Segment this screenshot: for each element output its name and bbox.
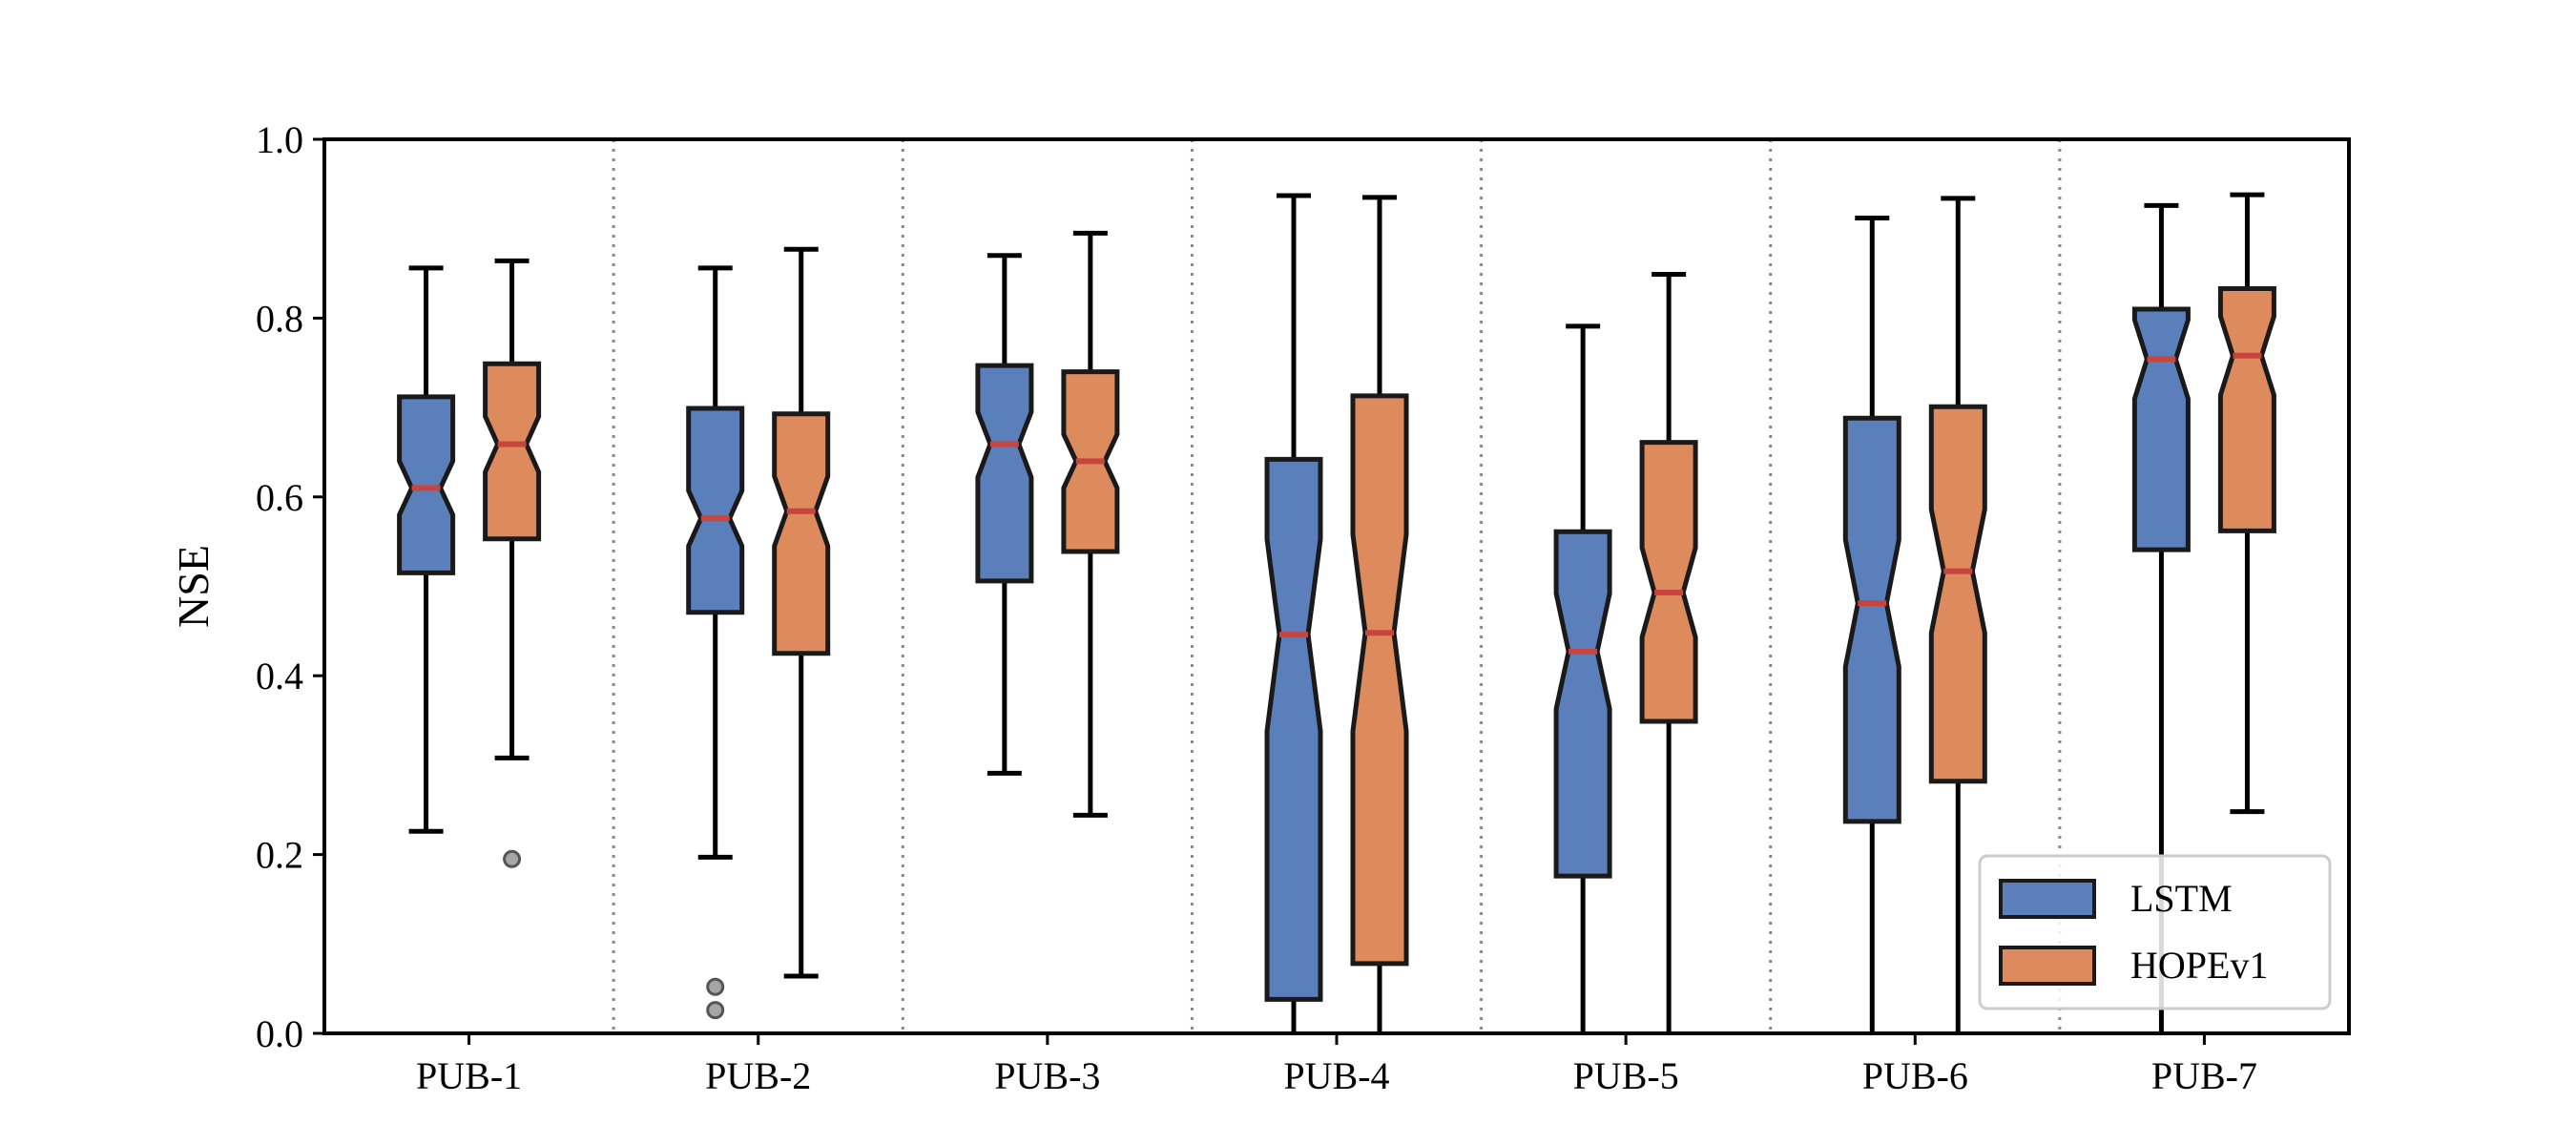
- box-hopev1-pub-3: [1061, 230, 1120, 818]
- notched-box: [397, 394, 456, 575]
- notched-box: [1553, 529, 1612, 879]
- y-tick-label: 0.2: [256, 834, 303, 877]
- legend-label-lstm: LSTM: [2130, 877, 2233, 920]
- y-tick-label: 1.0: [256, 118, 303, 161]
- x-tick-label: PUB-3: [994, 1054, 1100, 1097]
- box-hopev1-pub-2: [772, 246, 831, 979]
- x-axis: PUB-1 PUB-2 PUB-3 PUB-4 PUB-5 PUB-6 PUB-7: [416, 1033, 2257, 1097]
- notched-box: [1350, 393, 1409, 967]
- x-tick-label: PUB-1: [416, 1054, 522, 1097]
- outlier-point: [503, 849, 522, 868]
- box-lstm-pub-3: [975, 253, 1034, 776]
- notched-box: [483, 361, 542, 542]
- legend-swatch-hopev1: [1999, 946, 2096, 986]
- notched-box: [1842, 415, 1901, 824]
- notched-box: [772, 411, 831, 656]
- x-tick-label: PUB-4: [1283, 1054, 1389, 1097]
- category-separators: [612, 139, 2062, 1033]
- x-tick-label: PUB-2: [705, 1054, 811, 1097]
- x-tick-label: PUB-6: [1862, 1054, 1968, 1097]
- box-lstm-pub-1: [397, 265, 456, 834]
- box-lstm-pub-7: [2131, 202, 2191, 1033]
- x-tick-label: PUB-7: [2151, 1054, 2257, 1097]
- legend-label-hopev1: HOPEv1: [2130, 944, 2268, 987]
- box-lstm-pub-2: [686, 265, 745, 1020]
- x-tick-label: PUB-5: [1573, 1054, 1679, 1097]
- box-hopev1-pub-4: [1350, 195, 1409, 1033]
- legend: LSTM HOPEv1: [1978, 854, 2332, 1010]
- y-axis-label: NSE: [169, 545, 218, 628]
- notched-box: [975, 363, 1034, 584]
- notched-box: [2131, 306, 2191, 552]
- box-lstm-pub-6: [1842, 215, 1901, 1033]
- y-tick-label: 0.6: [256, 476, 303, 519]
- legend-swatch-lstm: [1999, 879, 2096, 919]
- notched-box: [1639, 440, 1698, 724]
- box-lstm-pub-4: [1264, 193, 1323, 1033]
- y-tick-label: 0.8: [256, 297, 303, 340]
- box-hopev1-pub-6: [1928, 196, 1987, 1033]
- y-axis: 0.0 0.2 0.4 0.6 0.8 1.0: [256, 118, 324, 1055]
- y-tick-label: 0.4: [256, 655, 303, 697]
- notched-box: [1928, 404, 1987, 784]
- box-hopev1-pub-1: [483, 258, 542, 868]
- notched-box: [1264, 456, 1323, 1002]
- box-lstm-pub-5: [1553, 323, 1612, 1033]
- outlier-point: [706, 1001, 725, 1020]
- plot-marks: [397, 192, 2276, 1033]
- y-tick-label: 0.0: [256, 1012, 303, 1055]
- outlier-point: [706, 977, 725, 996]
- box-hopev1-pub-7: [2217, 192, 2276, 815]
- notched-box: [2217, 286, 2276, 533]
- notched-box: [686, 406, 745, 615]
- box-hopev1-pub-5: [1639, 271, 1698, 1033]
